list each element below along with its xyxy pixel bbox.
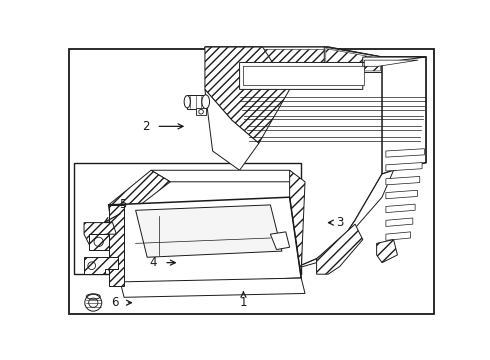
Text: 1: 1 <box>240 296 247 309</box>
Polygon shape <box>244 60 418 86</box>
Polygon shape <box>377 239 397 263</box>
Polygon shape <box>382 57 426 174</box>
Text: 6: 6 <box>111 296 119 309</box>
Polygon shape <box>324 47 382 72</box>
Polygon shape <box>205 47 290 143</box>
Polygon shape <box>270 232 290 249</box>
Polygon shape <box>205 47 426 270</box>
Polygon shape <box>386 190 417 199</box>
Ellipse shape <box>184 95 190 108</box>
Polygon shape <box>213 49 378 78</box>
Polygon shape <box>196 108 206 115</box>
Polygon shape <box>290 170 393 270</box>
Polygon shape <box>290 197 301 278</box>
Polygon shape <box>386 163 422 171</box>
Text: 4: 4 <box>149 256 157 269</box>
Polygon shape <box>136 205 282 257</box>
Polygon shape <box>386 204 415 213</box>
Polygon shape <box>109 170 171 220</box>
Text: 3: 3 <box>336 216 343 229</box>
Polygon shape <box>84 222 117 245</box>
Polygon shape <box>109 263 301 282</box>
Polygon shape <box>151 170 301 182</box>
Polygon shape <box>240 57 426 89</box>
Polygon shape <box>386 218 413 226</box>
Polygon shape <box>386 176 420 185</box>
Polygon shape <box>120 278 305 297</box>
Polygon shape <box>84 257 118 274</box>
Text: 2: 2 <box>142 120 149 133</box>
Text: 5: 5 <box>119 198 126 211</box>
Polygon shape <box>109 205 124 286</box>
Polygon shape <box>205 47 382 80</box>
Polygon shape <box>326 49 381 71</box>
Polygon shape <box>290 170 305 270</box>
Bar <box>74 163 301 274</box>
Polygon shape <box>386 232 411 240</box>
Polygon shape <box>109 197 301 286</box>
Bar <box>187 95 206 109</box>
Ellipse shape <box>202 95 210 109</box>
Polygon shape <box>205 89 259 170</box>
Polygon shape <box>386 149 424 157</box>
Polygon shape <box>317 224 363 274</box>
Polygon shape <box>89 234 109 249</box>
